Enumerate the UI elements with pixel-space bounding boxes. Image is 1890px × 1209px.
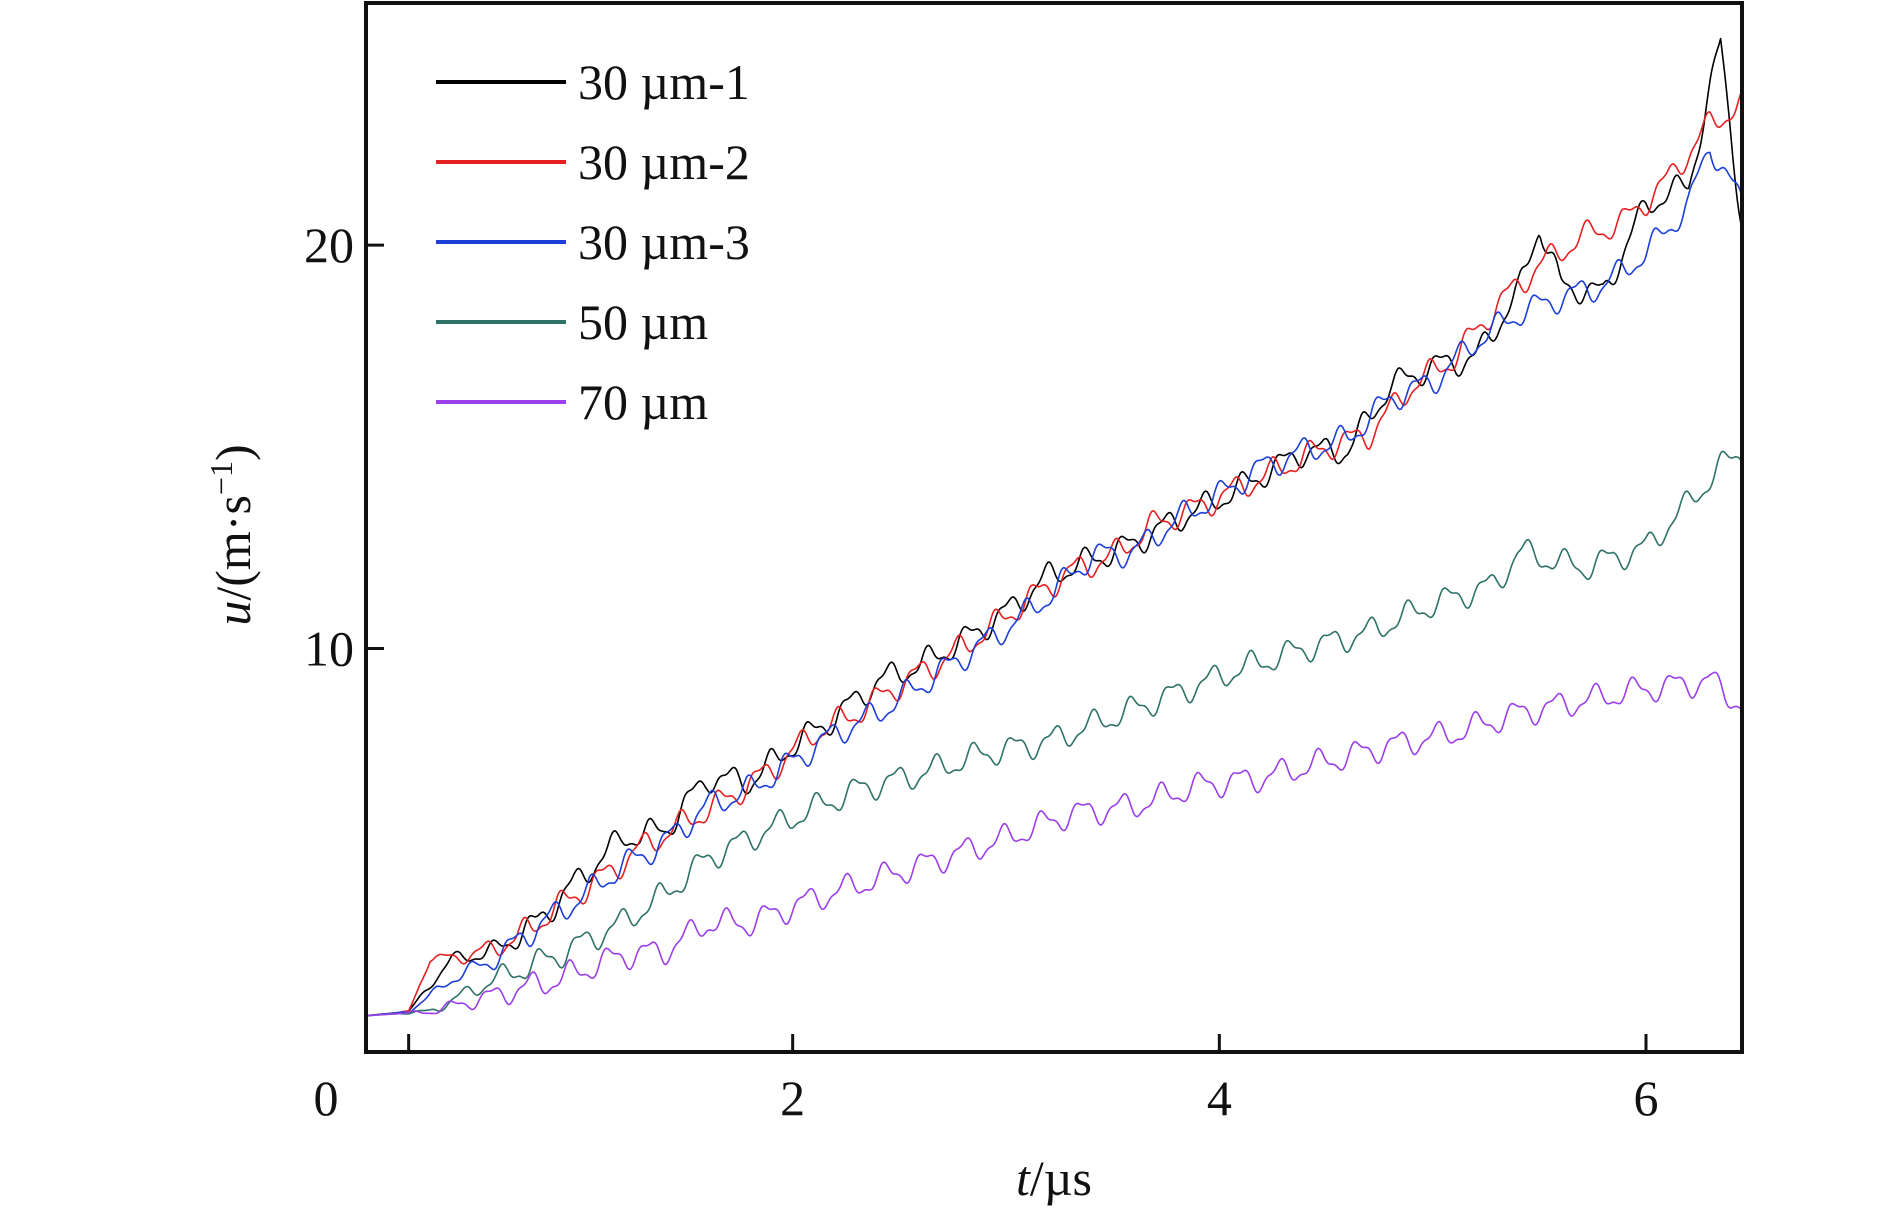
legend-label: 30 µm-3: [578, 214, 750, 270]
y-tick-label: 20: [304, 217, 354, 273]
ticks-layer: 0 2 4 6 10 20: [304, 217, 1659, 1126]
legend-label: 50 µm: [578, 294, 708, 350]
series-line: [366, 151, 1742, 1017]
series-line: [366, 450, 1742, 1017]
series-layer: [366, 37, 1742, 1017]
x-tick-label: 2: [780, 1070, 805, 1126]
x-tick-label: 0: [314, 1070, 339, 1126]
legend: 30 µm-1 30 µm-2 30 µm-3 50 µm 70 µm: [436, 54, 750, 430]
x-tick-label: 4: [1207, 1070, 1232, 1126]
series-line: [366, 37, 1742, 1017]
legend-label: 70 µm: [578, 374, 708, 430]
y-tick-label: 10: [304, 621, 354, 677]
y-axis-title: u/(m·s−1): [203, 444, 261, 625]
legend-label: 30 µm-1: [578, 54, 750, 110]
legend-label: 30 µm-2: [578, 134, 750, 190]
series-line: [366, 671, 1742, 1017]
x-tick-label: 6: [1634, 1070, 1659, 1126]
x-axis-title: t/µs: [1016, 1150, 1092, 1206]
plot-frame: [364, 1, 1744, 1054]
